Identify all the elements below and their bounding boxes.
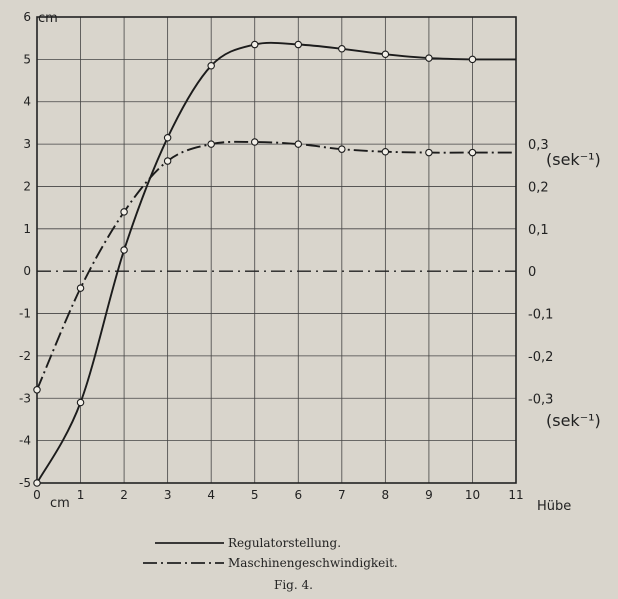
x-tick-labels: 0 1 2 3 4 5 6 7 8 9 10 11	[33, 488, 523, 502]
marker-speed	[33, 386, 41, 394]
marker-regulator	[76, 398, 85, 407]
x-tick-label: 0	[33, 488, 41, 502]
x-tick-label: 6	[294, 488, 302, 502]
x-tick-label: 7	[338, 488, 346, 502]
legend-label-regulator: Regulatorstellung.	[228, 536, 341, 550]
right-tick-label: 0,2	[528, 180, 549, 195]
marker-regulator	[120, 246, 128, 254]
y-tick-label: -4	[19, 434, 31, 448]
y-tick-label: 3	[23, 137, 31, 151]
marker-speed	[294, 140, 303, 148]
right-tick-label: 0,3	[528, 138, 549, 153]
x-tick-label: 11	[508, 488, 523, 502]
marker-speed	[468, 148, 477, 157]
y-tick-label: -1	[19, 307, 31, 321]
right-tick-label: 0,1	[528, 223, 549, 238]
marker-regulator	[381, 50, 390, 59]
marker-regulator	[163, 133, 172, 142]
marker-speed	[381, 147, 390, 156]
x-tick-label: 1	[77, 488, 85, 502]
legend: Regulatorstellung. Maschinengeschwindigk…	[143, 536, 398, 570]
series-markers	[33, 40, 477, 487]
x-tick-label: 5	[251, 488, 259, 502]
right-tick-label: -0,1	[528, 308, 553, 323]
x-tick-label: 4	[207, 488, 215, 502]
marker-speed	[207, 140, 215, 148]
y-tick-label: -5	[19, 476, 31, 490]
x-tick-label: 2	[120, 488, 128, 502]
marker-regulator	[33, 479, 41, 487]
y-tick-label: -3	[19, 391, 31, 405]
right-tick-label: -0,2	[528, 350, 553, 365]
x-tick-label: 8	[382, 488, 390, 502]
marker-speed	[425, 148, 433, 157]
x-tick-label: 10	[465, 488, 480, 502]
marker-speed	[250, 138, 259, 146]
marker-regulator	[338, 45, 346, 53]
legend-label-speed: Maschinengeschwindigkeit.	[228, 556, 398, 570]
gridlines	[37, 17, 516, 483]
y-axis-unit-top: cm	[38, 11, 58, 26]
marker-speed	[338, 145, 346, 153]
plot-frame	[36, 16, 517, 484]
marker-regulator	[468, 55, 477, 64]
y-tick-label: 5	[23, 52, 31, 66]
marker-speed	[163, 157, 172, 165]
y-tick-label: -2	[19, 349, 31, 363]
right-unit-bottom: (sek⁻¹)	[546, 411, 601, 430]
y-tick-label: 1	[23, 222, 31, 236]
marker-regulator	[250, 40, 259, 49]
figure-caption: Fig. 4.	[274, 578, 313, 592]
right-tick-labels: 0,3 0,2 0,1 0 -0,1 -0,2 -0,3	[528, 138, 553, 407]
y-tick-label: 6	[23, 10, 31, 24]
right-tick-label: 0	[528, 265, 536, 280]
x-tick-label: 3	[164, 488, 172, 502]
y-tick-label: 2	[23, 179, 31, 193]
x-axis-label: Hübe	[537, 499, 571, 514]
marker-regulator	[425, 54, 433, 62]
marker-speed	[76, 284, 85, 292]
y-tick-label: 0	[23, 264, 31, 278]
right-unit-top: (sek⁻¹)	[546, 150, 601, 169]
y-tick-label: 4	[23, 95, 31, 109]
right-tick-label: -0,3	[528, 392, 553, 407]
marker-regulator	[207, 61, 215, 70]
x-tick-label: 9	[425, 488, 433, 502]
marker-regulator	[294, 40, 303, 49]
y-axis-unit-bottom: cm	[50, 496, 70, 511]
marker-speed	[120, 208, 128, 216]
y-tick-labels: -5 -4 -3 -2 -1 0 1 2 3 4 5 6	[19, 10, 31, 490]
